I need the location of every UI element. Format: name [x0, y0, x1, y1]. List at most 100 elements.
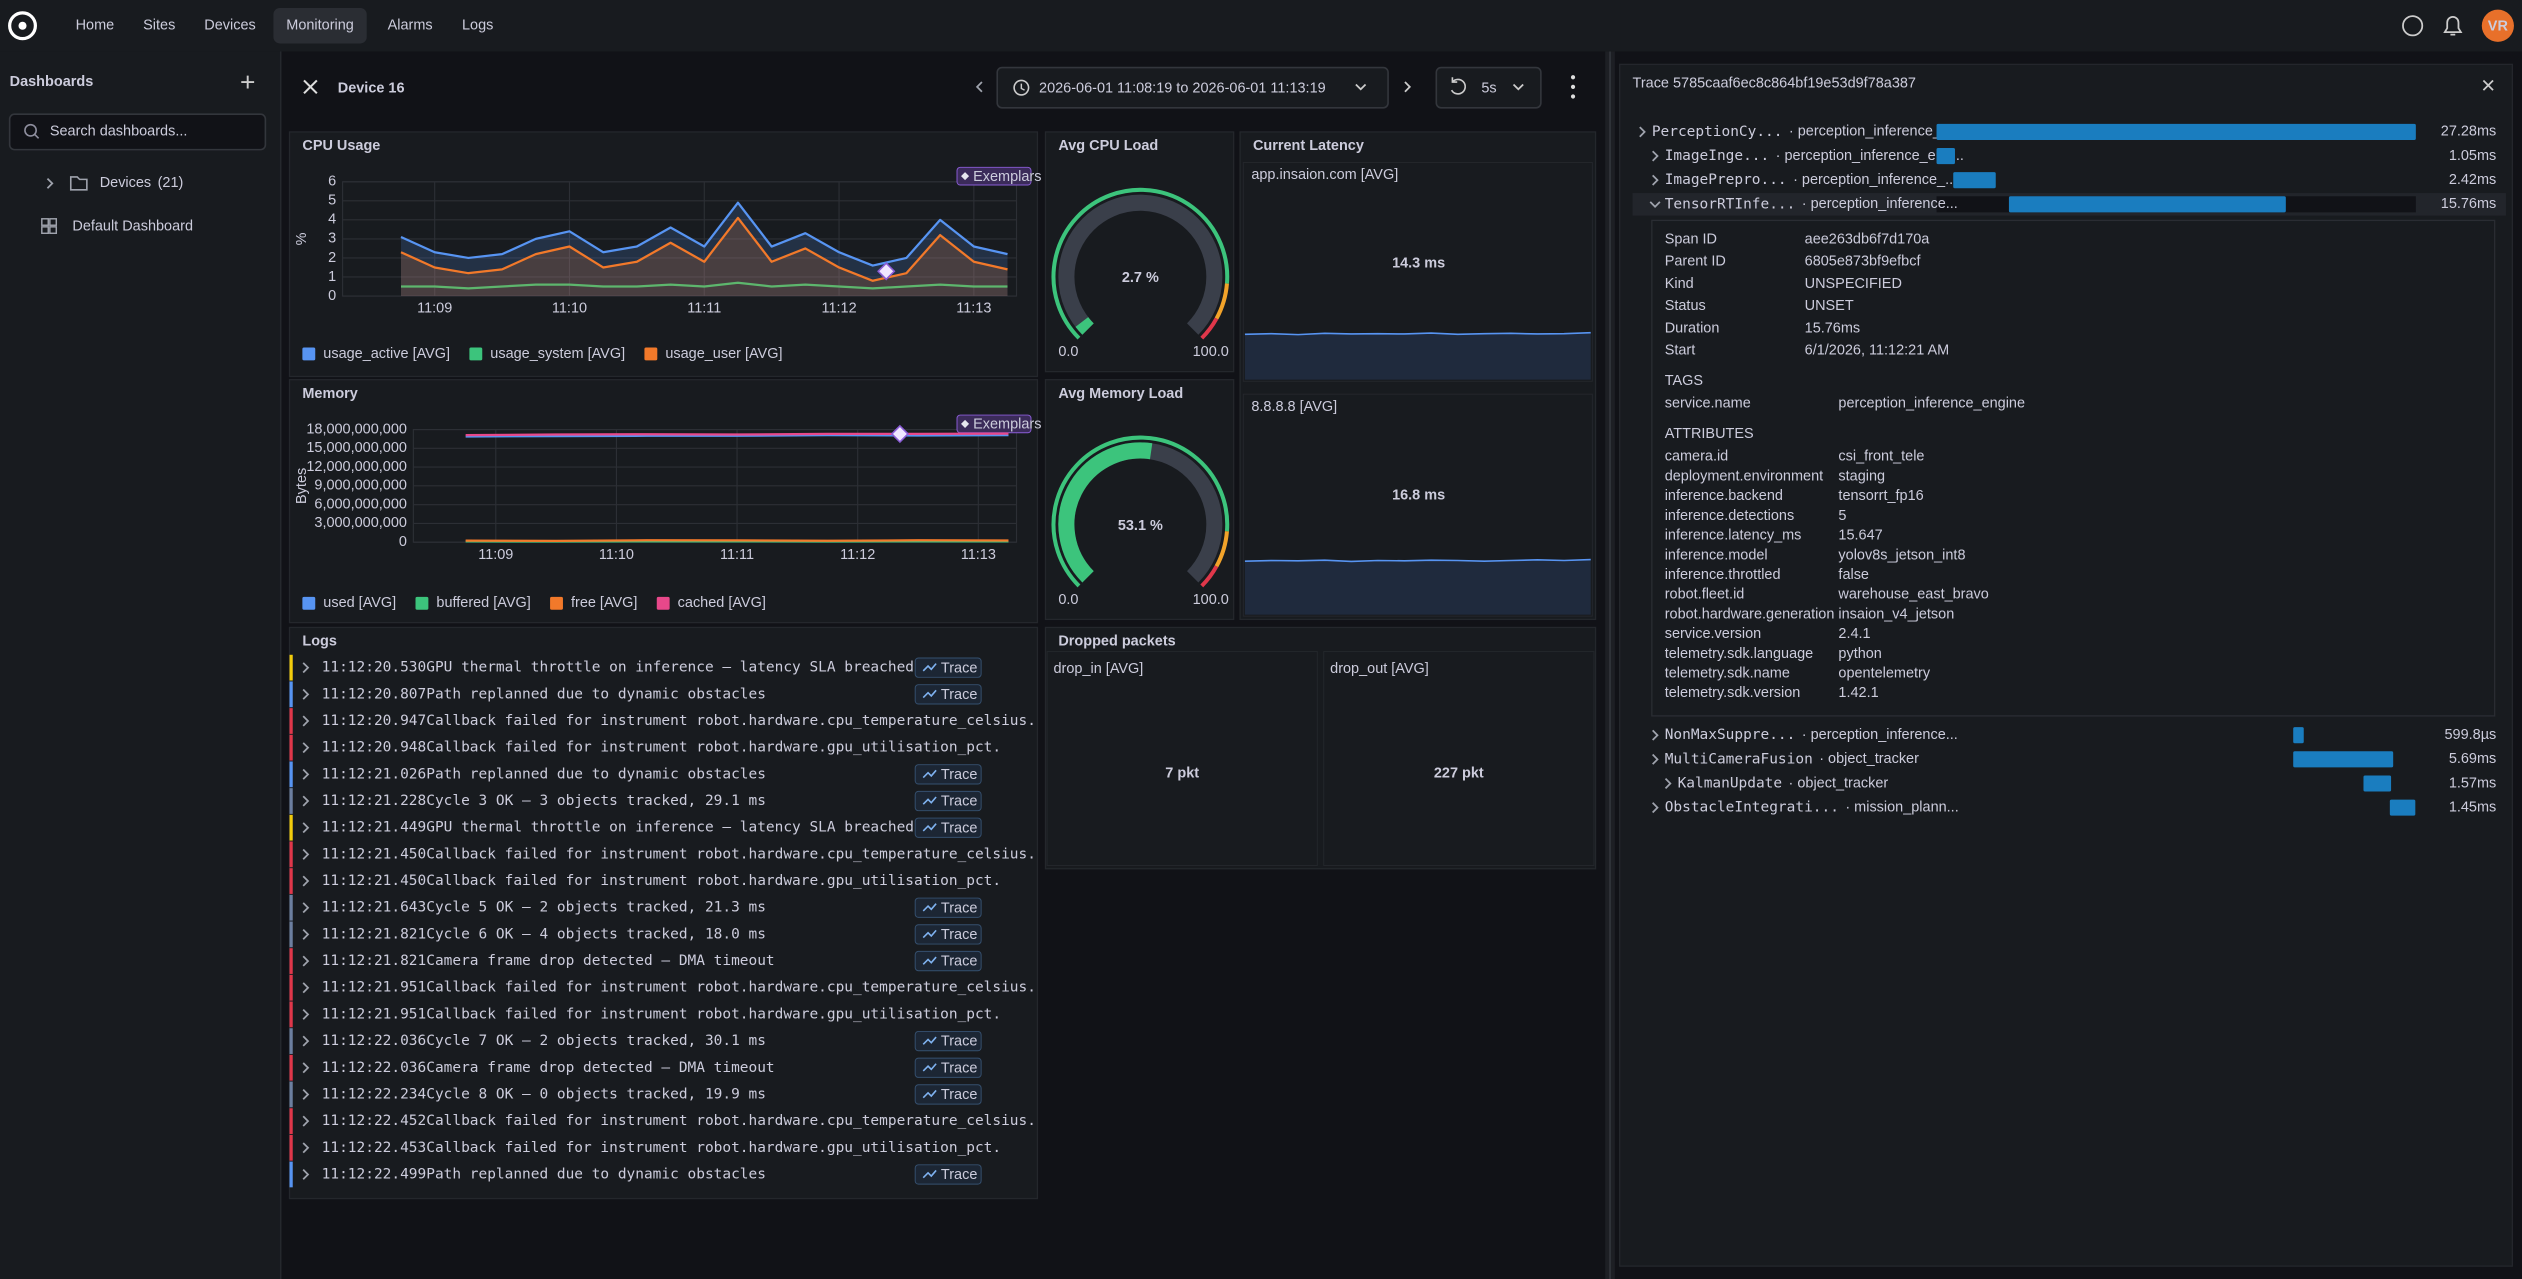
refresh-picker[interactable]	[1435, 66, 1542, 109]
trace-button[interactable]	[914, 790, 982, 812]
trace-button[interactable]	[914, 1030, 982, 1052]
log-message: Cycle 3 OK — 3 objects tracked, 29.1 ms	[426, 793, 766, 809]
span-toggle	[1652, 802, 1659, 814]
trace-button[interactable]	[914, 924, 982, 945]
threshold-band	[1214, 531, 1229, 568]
legend-label[interactable]: usage_system [AVG]	[490, 346, 625, 362]
span-name[interactable]: TensorRTInfe...	[1665, 196, 1796, 212]
span-name[interactable]: ImagePrepro...	[1665, 172, 1787, 188]
log-message: Path replanned due to dynamic obstacles	[426, 766, 766, 782]
exemplar-badge[interactable]	[956, 166, 1032, 186]
sparkline	[1244, 558, 1591, 563]
span-bar[interactable]	[1936, 123, 2416, 140]
span-service: · perception_inference_eng...	[1776, 148, 1964, 164]
span-bar[interactable]	[2363, 775, 2392, 792]
attribute-key: robot.hardware.generation	[1665, 606, 1835, 622]
span-name[interactable]: PerceptionCy...	[1652, 124, 1783, 140]
log-expand	[302, 1008, 310, 1020]
nav-item[interactable]: Devices	[204, 18, 255, 34]
clock-hands	[1020, 83, 1025, 91]
dashboard-title: Device 16	[338, 80, 405, 96]
span-duration: 1.45ms	[2449, 799, 2496, 815]
nav-item[interactable]: Alarms	[388, 18, 433, 34]
x-tick-label: 11:10	[599, 547, 634, 563]
trace-button[interactable]	[914, 817, 982, 838]
threshold-band	[1051, 187, 1230, 340]
folder-icon	[69, 176, 88, 191]
panel	[288, 131, 1039, 378]
span-bar[interactable]	[2389, 799, 2416, 816]
span-bar[interactable]	[1936, 148, 1955, 165]
tree-item[interactable]: Devices	[100, 175, 151, 191]
panel-title: Dropped packets	[1058, 634, 1175, 650]
close-dashboard[interactable]	[303, 79, 318, 95]
nav-item[interactable]: Logs	[462, 18, 493, 34]
legend-label[interactable]: used [AVG]	[323, 595, 396, 611]
sidebar-title: Dashboards	[10, 74, 94, 90]
detail-value: 6805e873bf9efbcf	[1805, 254, 1922, 270]
series-line	[465, 434, 1009, 438]
trace-button[interactable]	[914, 657, 982, 678]
x-tick-label: 11:12	[840, 547, 875, 563]
tree-item[interactable]: Default Dashboard	[72, 219, 193, 235]
exemplar-marker[interactable]	[877, 262, 896, 281]
log-level-bar	[289, 1134, 293, 1161]
trace-button[interactable]	[914, 1164, 982, 1185]
trace-button[interactable]	[914, 684, 982, 705]
trace-button[interactable]	[914, 764, 982, 785]
nav-item[interactable]: Home	[76, 18, 115, 34]
trace-button[interactable]	[914, 897, 982, 918]
time-range: 2026-06-01 11:08:19 to 2026-06-01 11:13:…	[1039, 80, 1326, 96]
nav-item[interactable]: Sites	[143, 18, 175, 34]
log-expand	[302, 902, 310, 914]
tag-key: service.name	[1665, 396, 1751, 412]
trace-icon	[922, 1036, 937, 1045]
detail-value: UNSET	[1805, 298, 1854, 314]
add-dashboard[interactable]	[241, 75, 255, 89]
search-box[interactable]	[8, 113, 267, 151]
avatar[interactable]	[2481, 9, 2514, 42]
span-service: · object_tracker	[1819, 751, 1919, 767]
legend-label[interactable]: usage_active [AVG]	[323, 346, 450, 362]
span-name[interactable]: ImageInge...	[1665, 148, 1770, 164]
legend-label[interactable]: cached [AVG]	[678, 595, 766, 611]
trace-button[interactable]	[914, 1057, 982, 1078]
detail-section: ATTRIBUTES	[1665, 426, 1754, 442]
span-bar[interactable]	[2293, 727, 2304, 744]
legend-swatch	[656, 596, 670, 610]
panel-title: Logs	[302, 634, 337, 650]
trace-button-label: Trace	[941, 1060, 977, 1076]
trace-icon	[922, 689, 937, 699]
span-name[interactable]: KalmanUpdate	[1678, 775, 1783, 791]
trace-button-label: Trace	[941, 820, 977, 836]
span-toggle	[1664, 778, 1672, 789]
time-range-picker[interactable]	[996, 66, 1389, 109]
legend-label[interactable]: buffered [AVG]	[436, 595, 530, 611]
trace-button-label: Trace	[941, 927, 977, 943]
log-expand	[302, 848, 310, 860]
exemplar-marker[interactable]	[890, 424, 910, 444]
trace-button[interactable]	[914, 950, 982, 972]
span-bar[interactable]	[1953, 172, 1996, 189]
span-name[interactable]: ObstacleIntegrati...	[1665, 800, 1839, 816]
detail-value: aee263db6f7d170a	[1805, 232, 1931, 248]
log-expand	[302, 1035, 310, 1047]
dashboard-icon	[41, 226, 49, 235]
span-duration: 5.69ms	[2449, 751, 2496, 767]
attribute-key: service.version	[1665, 626, 1761, 642]
span-bar[interactable]	[2293, 751, 2394, 768]
y-tick-label: 18,000,000,000	[306, 421, 407, 437]
help-icon[interactable]	[2402, 15, 2424, 37]
trace-button-label: Trace	[941, 687, 977, 703]
legend-label[interactable]: usage_user [AVG]	[665, 346, 782, 362]
span-name[interactable]: MultiCameraFusion	[1665, 751, 1813, 767]
close-trace[interactable]	[2482, 79, 2494, 91]
legend-label[interactable]: free [AVG]	[571, 595, 637, 611]
log-expand	[302, 715, 310, 727]
nav-item[interactable]: Monitoring	[286, 18, 354, 34]
span-bar[interactable]	[2008, 196, 2286, 213]
trace-button[interactable]	[914, 1084, 982, 1105]
span-name[interactable]: NonMaxSuppre...	[1665, 727, 1796, 743]
span-toggle	[1652, 150, 1659, 162]
bell-icon[interactable]	[2443, 16, 2463, 36]
